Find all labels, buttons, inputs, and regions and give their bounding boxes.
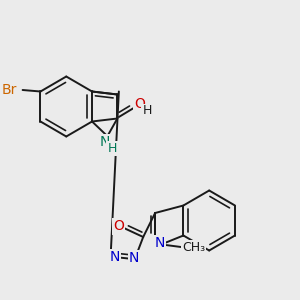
Text: N: N <box>129 251 140 265</box>
Text: O: O <box>113 220 124 233</box>
Text: CH₃: CH₃ <box>182 241 206 254</box>
Text: N: N <box>110 250 120 264</box>
Text: N: N <box>154 236 165 250</box>
Text: O: O <box>134 97 145 110</box>
Text: Br: Br <box>2 83 17 97</box>
Text: H: H <box>107 142 117 155</box>
Text: H: H <box>142 104 152 118</box>
Text: N: N <box>100 136 110 149</box>
